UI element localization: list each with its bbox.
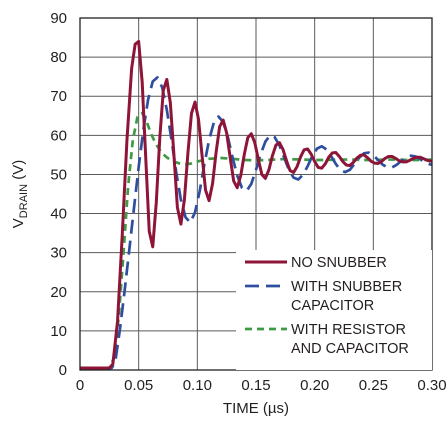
legend: NO SNUBBER WITH SNUBBER CAPACITOR WITH R… <box>236 250 432 370</box>
x-tick-label: 0.30 <box>417 377 446 394</box>
legend-label-resistor-capacitor-line1: WITH RESISTOR <box>291 322 406 338</box>
y-tick-label: 30 <box>50 245 67 262</box>
y-tick-label: 50 <box>50 166 67 183</box>
y-axis-title-main: V <box>10 218 27 228</box>
x-tick-label: 0.10 <box>183 377 212 394</box>
y-axis-title: VDRAIN (V) <box>10 160 30 228</box>
y-tick-label: 20 <box>50 284 67 301</box>
y-tick-label: 90 <box>50 10 67 27</box>
x-tick-labels: 0 0.05 0.10 0.15 0.20 0.25 0.30 <box>76 377 447 394</box>
x-tick-label: 0.20 <box>300 377 329 394</box>
x-axis-title: TIME (µs) <box>223 400 289 417</box>
series-layer <box>80 39 432 370</box>
series-line-0 <box>80 39 432 370</box>
legend-label-snubber-capacitor-line2: CAPACITOR <box>291 298 374 314</box>
legend-background <box>236 250 432 370</box>
x-tick-label: 0.25 <box>359 377 388 394</box>
y-tick-label: 40 <box>50 206 67 223</box>
x-tick-label: 0.15 <box>241 377 270 394</box>
y-tick-label: 60 <box>50 127 67 144</box>
legend-label-no-snubber: NO SNUBBER <box>291 255 387 271</box>
x-tick-label: 0.05 <box>124 377 153 394</box>
x-tick-label: 0 <box>76 377 84 394</box>
y-tick-label: 70 <box>50 88 67 105</box>
y-tick-labels: 0 10 20 30 40 50 60 70 80 90 <box>50 10 67 379</box>
y-tick-label: 0 <box>59 362 67 379</box>
y-tick-label: 10 <box>50 323 67 340</box>
y-axis-title-sub: DRAIN <box>18 184 30 218</box>
legend-label-snubber-capacitor-line1: WITH SNUBBER <box>291 279 402 295</box>
y-axis-title-suffix: (V) <box>10 160 27 184</box>
y-tick-label: 80 <box>50 49 67 66</box>
legend-label-resistor-capacitor-line2: AND CAPACITOR <box>291 341 409 357</box>
